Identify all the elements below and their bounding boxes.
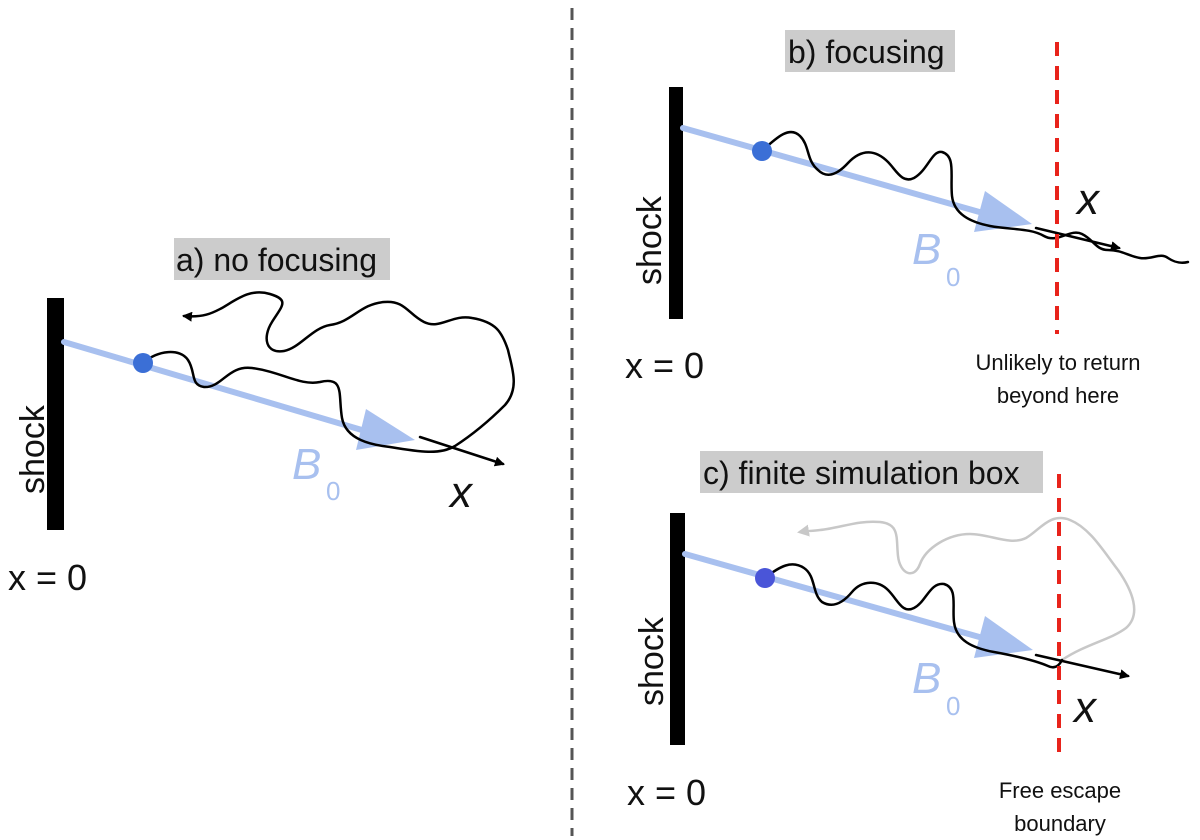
panel-b-field-arrowhead xyxy=(974,191,1032,232)
panel-a-escape-leg xyxy=(418,435,505,467)
panel-a-axis-label: x xyxy=(448,468,474,517)
panel-a-origin-label: x = 0 xyxy=(8,557,87,598)
panel-b-particle-trajectory xyxy=(760,130,1190,265)
panel-b-title-background xyxy=(785,30,955,72)
panel-a-particle xyxy=(133,353,153,373)
panel-b-field-subscript: 0 xyxy=(946,262,960,292)
panel-c-field-label: B xyxy=(912,654,941,703)
panel-b-shock-label: shock xyxy=(631,195,669,285)
panel-a-particle-trajectory xyxy=(141,291,515,454)
panel-b-axis-label: x xyxy=(1075,175,1101,224)
panel-c-axis-label: x xyxy=(1072,683,1098,732)
panel-c-title-background xyxy=(700,451,1043,493)
panel-b-particle xyxy=(752,141,772,161)
panel-c-field-arrowhead xyxy=(974,616,1033,658)
panel-a: a) no focusing shock B 0 x x = 0 xyxy=(8,238,515,598)
panel-b-shock-bar xyxy=(669,87,683,319)
panel-a-shock-bar xyxy=(47,298,64,530)
panel-c-title: c) finite simulation box xyxy=(703,455,1020,491)
panel-b-title: b) focusing xyxy=(788,34,945,70)
panel-b-escape-leg xyxy=(1034,226,1121,251)
panel-c-field-line xyxy=(682,551,993,643)
panel-a-field-subscript: 0 xyxy=(326,476,340,506)
panel-a-field-line xyxy=(61,339,375,436)
panel-c-shock-label: shock xyxy=(633,616,671,706)
panel-b-boundary-note-line2: beyond here xyxy=(997,383,1119,408)
panel-c-particle-trajectory xyxy=(763,563,1064,669)
panel-a-field-arrowhead xyxy=(356,409,415,450)
panel-c-escape-leg xyxy=(1034,653,1130,680)
panel-b-boundary-note-line1: Unlikely to return xyxy=(975,350,1140,375)
panel-c-origin-label: x = 0 xyxy=(627,772,706,813)
panel-a-title: a) no focusing xyxy=(176,242,377,278)
panel-c: c) finite simulation box shock B 0 x x =… xyxy=(627,451,1136,836)
panel-c-particle xyxy=(755,568,775,588)
panel-c-shock-bar xyxy=(670,513,685,745)
panel-b: b) focusing shock B 0 x x = 0 Unlikely t… xyxy=(625,30,1190,408)
panel-c-field-subscript: 0 xyxy=(946,691,960,721)
panel-a-field-label: B xyxy=(292,440,321,489)
panel-b-field-label: B xyxy=(912,225,941,274)
panel-a-shock-label: shock xyxy=(14,404,52,494)
panel-b-origin-label: x = 0 xyxy=(625,345,704,386)
panel-c-boundary-note-line2: boundary xyxy=(1014,811,1106,836)
panel-c-faint-return-path xyxy=(797,516,1136,662)
panel-c-boundary-note-line1: Free escape xyxy=(999,778,1121,803)
panel-a-title-background xyxy=(174,238,390,280)
